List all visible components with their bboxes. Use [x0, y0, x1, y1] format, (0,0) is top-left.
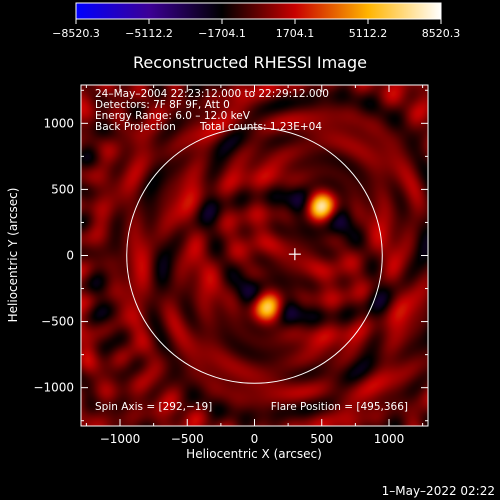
x-tick-label: 500 — [310, 432, 333, 446]
x-tick-label: −500 — [171, 432, 204, 446]
annotation-time-range: 24–May–2004 22:23:12.000 to 22:29:12.000 — [95, 88, 329, 100]
annotation-method: Back Projection — [95, 121, 176, 133]
colorbar-tick-label: 1704.1 — [276, 27, 315, 40]
colorbar-tick-label: −5112.2 — [125, 27, 173, 40]
y-tick-label: 1000 — [43, 116, 74, 130]
y-tick-label: 0 — [66, 249, 74, 263]
annotation-block: 24–May–2004 22:23:12.000 to 22:29:12.000… — [95, 88, 408, 413]
footer-timestamp: 1–May–2022 02:22 — [382, 484, 495, 498]
annotation-detectors: Detectors: 7F 8F 9F, Att 0 — [95, 99, 230, 111]
solar-limb-circle — [126, 127, 383, 384]
chart-title: Reconstructed RHESSI Image — [133, 53, 367, 72]
heatmap-image — [81, 85, 428, 426]
colorbar-tick-label: 8520.3 — [422, 27, 461, 40]
y-axis-label: Heliocentric Y (arcsec) — [6, 188, 20, 323]
x-axis-ticks: −1000 −500 0 500 1000 — [85, 85, 424, 446]
colorbar-bar — [75, 2, 442, 20]
annotation-total-counts: Total counts: 1.23E+04 — [199, 121, 322, 133]
y-axis-ticks: −1000 −500 0 500 1000 — [33, 89, 428, 422]
flare-marker — [288, 248, 301, 261]
x-tick-label: −1000 — [100, 432, 141, 446]
colorbar-ticks: −8520.3 −5112.2 −1704.1 1704.1 5112.2 8520.3 — [52, 19, 460, 40]
y-tick-label: 500 — [51, 182, 74, 196]
x-tick-label: 1000 — [374, 432, 405, 446]
x-tick-label: 0 — [251, 432, 259, 446]
colorbar: −8520.3 −5112.2 −1704.1 1704.1 5112.2 8520.3 — [52, 2, 460, 40]
x-axis-label: Heliocentric X (arcsec) — [186, 447, 322, 461]
colorbar-tick-label: −1704.1 — [198, 27, 246, 40]
annotation-flare-position: Flare Position = [495,366] — [271, 401, 408, 413]
colorbar-tick-label: −8520.3 — [52, 27, 100, 40]
y-tick-label: −500 — [41, 315, 74, 329]
annotation-spin-axis: Spin Axis = [292,−19] — [95, 401, 212, 413]
y-tick-label: −1000 — [33, 381, 74, 395]
colorbar-tick-label: 5112.2 — [349, 27, 388, 40]
annotation-energy-range: Energy Range: 6.0 – 12.0 keV — [95, 110, 251, 122]
